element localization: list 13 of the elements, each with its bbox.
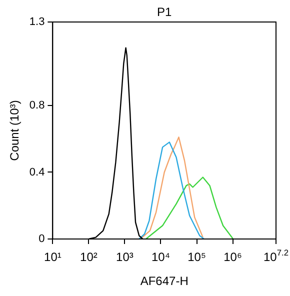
y-tick-label: 0.4 (29, 166, 45, 178)
y-tick-label: 0 (38, 233, 45, 246)
y-tick-label: 0.8 (29, 99, 45, 112)
x-axis-title: AF647-H (140, 274, 188, 288)
y-tick-label: 1.3 (29, 16, 45, 28)
x-tick-label: 10⁴ (151, 250, 170, 264)
x-tick-label: 10⁶ (224, 250, 242, 264)
x-tick-label: 10² (80, 250, 98, 264)
x-tick-label: 10¹ (44, 250, 62, 264)
x-tick-label: 10³ (116, 250, 134, 264)
x-tick-label: 10⁵ (188, 250, 206, 264)
chart-title: P1 (157, 5, 172, 19)
y-axis-title: Count (10³) (8, 100, 22, 161)
